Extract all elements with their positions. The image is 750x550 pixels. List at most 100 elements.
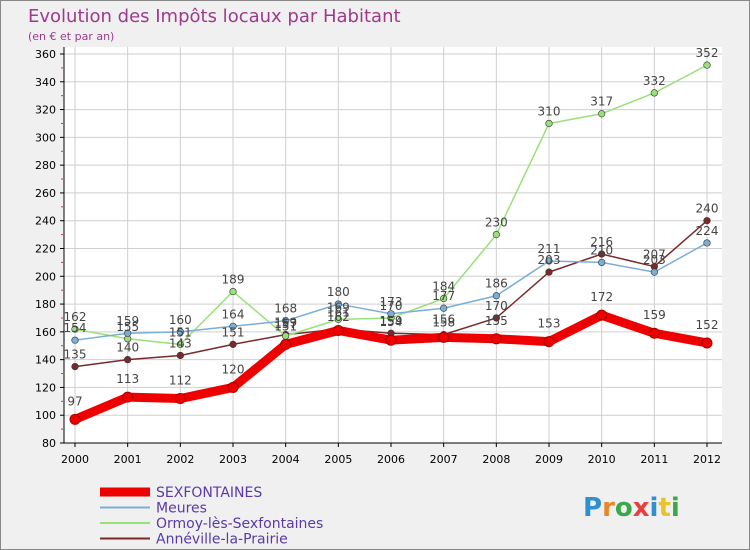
data-point-ormoy-l-s-sexfontaines — [650, 89, 658, 97]
x-tick-label: 2004 — [272, 453, 300, 466]
data-point-sexfontaines — [69, 413, 81, 425]
logo-letter: r — [602, 493, 615, 523]
data-label-meures: 203 — [643, 253, 666, 267]
data-label-sexfontaines: 154 — [380, 315, 403, 329]
logo-letter: i — [671, 493, 680, 523]
data-point-meures — [440, 304, 448, 312]
y-tick-label: 220 — [35, 243, 56, 256]
data-label-ann-ville-la-prairie: 158 — [432, 316, 455, 330]
data-label-meures: 211 — [538, 242, 561, 256]
data-point-sexfontaines — [280, 338, 292, 350]
data-label-ann-ville-la-prairie: 151 — [222, 325, 245, 339]
y-tick-label: 300 — [35, 131, 56, 144]
data-point-ann-ville-la-prairie — [492, 314, 500, 322]
data-label-ormoy-l-s-sexfontaines: 352 — [696, 46, 719, 60]
logo-letter: P — [583, 493, 602, 523]
legend-label-ormoy-l-s-sexfontaines: Ormoy-lès-Sexfontaines — [156, 516, 323, 532]
data-label-sexfontaines: 161 — [327, 305, 350, 319]
data-point-ann-ville-la-prairie — [598, 250, 606, 258]
svg-text:Proxiti: Proxiti — [583, 493, 680, 523]
data-label-ann-ville-la-prairie: 159 — [274, 316, 297, 330]
data-label-ormoy-l-s-sexfontaines: 317 — [590, 95, 613, 109]
data-label-ormoy-l-s-sexfontaines: 157 — [274, 317, 297, 331]
data-point-meures — [282, 317, 290, 325]
data-label-meures: 160 — [169, 313, 192, 327]
data-point-ormoy-l-s-sexfontaines — [71, 325, 79, 333]
logo-letter: x — [633, 493, 650, 523]
data-point-sexfontaines — [701, 337, 713, 349]
x-tick-label: 2010 — [588, 453, 616, 466]
data-label-ormoy-l-s-sexfontaines: 155 — [116, 320, 139, 334]
data-label-sexfontaines: 97 — [67, 394, 82, 408]
data-label-ormoy-l-s-sexfontaines: 162 — [64, 310, 87, 324]
data-label-sexfontaines: 112 — [169, 374, 192, 388]
x-tick-label: 2002 — [166, 453, 194, 466]
y-tick-label: 360 — [35, 48, 56, 61]
data-point-ann-ville-la-prairie — [124, 356, 132, 364]
y-tick-label: 260 — [35, 187, 56, 200]
data-label-ann-ville-la-prairie: 170 — [485, 299, 508, 313]
data-label-sexfontaines: 156 — [432, 312, 455, 326]
x-tick-label: 2000 — [61, 453, 89, 466]
data-point-ann-ville-la-prairie — [703, 217, 711, 225]
data-point-sexfontaines — [543, 336, 555, 348]
data-label-sexfontaines: 155 — [485, 314, 508, 328]
y-tick-label: 240 — [35, 215, 56, 228]
y-tick-label: 80 — [42, 437, 56, 450]
data-point-sexfontaines — [648, 327, 660, 339]
data-label-ann-ville-la-prairie: 216 — [590, 235, 613, 249]
data-label-sexfontaines: 113 — [116, 372, 139, 386]
series-lines — [69, 61, 713, 425]
data-label-sexfontaines: 120 — [222, 362, 245, 376]
data-point-sexfontaines — [490, 333, 502, 345]
data-point-sexfontaines — [122, 391, 134, 403]
data-label-ormoy-l-s-sexfontaines: 332 — [643, 74, 666, 88]
data-point-ormoy-l-s-sexfontaines — [334, 315, 342, 323]
data-label-meures: 177 — [432, 289, 455, 303]
data-label-meures: 186 — [485, 277, 508, 291]
data-label-meures: 168 — [274, 302, 297, 316]
data-label-meures: 210 — [590, 243, 613, 257]
data-point-meures — [387, 310, 395, 318]
y-tick-label: 120 — [35, 381, 56, 394]
x-tick-label: 2008 — [482, 453, 510, 466]
y-tick-label: 320 — [35, 104, 56, 117]
x-tick-label: 2011 — [640, 453, 668, 466]
data-label-sexfontaines: 172 — [590, 290, 613, 304]
data-label-meures: 224 — [696, 224, 719, 238]
data-point-ormoy-l-s-sexfontaines — [703, 61, 711, 69]
y-tick-label: 340 — [35, 76, 56, 89]
data-point-ormoy-l-s-sexfontaines — [229, 287, 237, 296]
data-label-ann-ville-la-prairie: 240 — [696, 202, 719, 216]
data-point-sexfontaines — [385, 334, 397, 346]
data-point-ormoy-l-s-sexfontaines — [282, 332, 290, 340]
y-tick-label: 160 — [35, 326, 56, 339]
data-label-meures: 173 — [380, 295, 403, 309]
legend-label-meures: Meures — [156, 501, 207, 517]
data-label-ann-ville-la-prairie: 140 — [116, 341, 139, 355]
data-point-meures — [703, 239, 711, 247]
x-tick-label: 2001 — [114, 453, 142, 466]
chart-subtitle: (en € et par an) — [28, 30, 114, 43]
data-label-sexfontaines: 159 — [643, 308, 666, 322]
x-tick-label: 2012 — [693, 453, 721, 466]
data-point-meures — [650, 268, 658, 276]
data-label-ormoy-l-s-sexfontaines: 310 — [538, 104, 561, 118]
data-label-sexfontaines: 152 — [696, 318, 719, 332]
y-tick-label: 140 — [35, 354, 56, 367]
data-label-ormoy-l-s-sexfontaines: 170 — [380, 299, 403, 313]
data-point-ormoy-l-s-sexfontaines — [598, 110, 606, 118]
data-label-ormoy-l-s-sexfontaines: 230 — [485, 216, 508, 230]
logo-letter: o — [615, 493, 633, 523]
data-point-meures — [334, 300, 342, 308]
data-point-sexfontaines — [174, 393, 186, 405]
data-label-ann-ville-la-prairie: 135 — [64, 348, 87, 362]
logo-letter: i — [650, 493, 659, 523]
y-tick-label: 100 — [35, 409, 56, 422]
data-label-ormoy-l-s-sexfontaines: 189 — [222, 273, 245, 287]
data-label-ann-ville-la-prairie: 207 — [643, 248, 666, 262]
data-point-sexfontaines — [227, 381, 239, 393]
data-point-ormoy-l-s-sexfontaines — [440, 294, 448, 303]
data-point-sexfontaines — [332, 324, 344, 336]
